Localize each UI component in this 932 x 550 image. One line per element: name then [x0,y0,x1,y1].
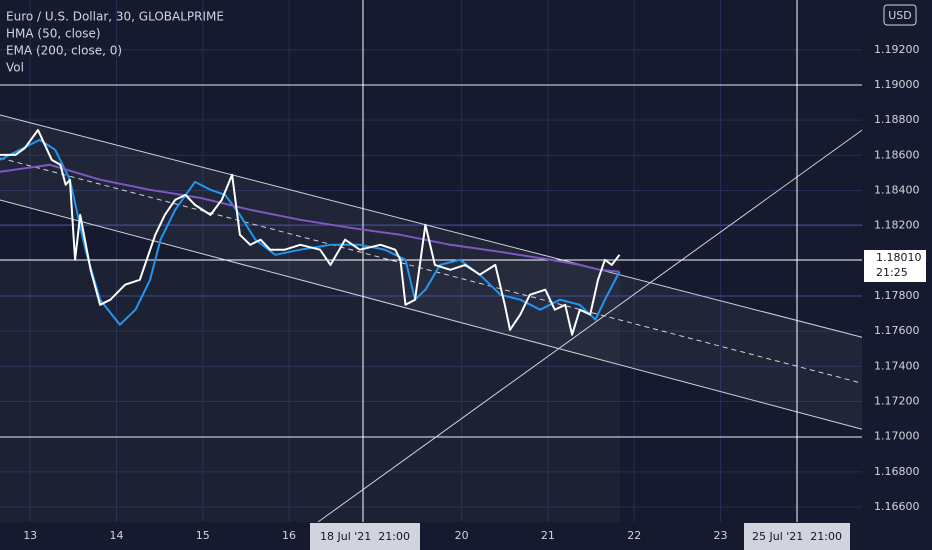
last-price-box [864,250,926,282]
price-line-series [0,129,621,336]
y-tick-label: 1.17600 [874,324,920,337]
currency-box[interactable] [883,4,917,26]
last-price: 1.18010 [876,251,922,264]
crosshair-label-box [310,523,420,550]
x-tick-label: 20 [455,529,469,542]
x-tick-label: 16 [282,529,296,542]
x-tick-label: 23 [713,529,727,542]
y-tick-label: 1.17000 [874,430,920,443]
x-tick-label: 13 [23,529,37,542]
x-tick-label: 15 [196,529,210,542]
y-tick-label: 1.19000 [874,78,920,91]
y-tick-label: 1.17200 [874,395,920,408]
price-line-series [0,163,620,273]
trend-line [317,127,866,523]
crosshair-label: 18 Jul '21 21:00 [320,530,410,543]
y-tick-label: 1.17400 [874,359,920,372]
title: Euro / U.S. Dollar, 30, GLOBALPRIME [6,10,224,24]
y-tick-label: 1.16600 [874,500,920,513]
channel-fill [0,115,865,430]
x-tick-label: 21 [541,529,555,542]
drawings [0,0,866,523]
currency[interactable]: USD [888,9,912,22]
legend-entry: EMA (200, close, 0) [6,44,122,58]
y-tick-label: 1.18800 [874,113,920,126]
axes: 1.16600 1.16800 1.17000 1.17200 1.17400 1.176… [23,43,919,542]
channel-bottom [0,199,866,431]
x-tick-label: 22 [627,529,641,542]
y-tick-label: 1.16800 [874,465,920,478]
crosshair-label-box [744,523,850,550]
crosshair-label: 25 Jul '21 21:00 [752,530,842,543]
legend-entry: Vol [6,61,24,75]
x-tick-label: 14 [109,529,123,542]
y-tick-label: 1.17800 [874,289,920,302]
y-tick-label: 1.18400 [874,183,920,196]
plot [0,129,621,336]
legend-entry: HMA (50, close) [6,27,101,41]
countdown: 21:25 [876,266,908,279]
channel-top [0,114,866,339]
y-tick-label: 1.19200 [874,43,920,56]
y-tick-label: 1.18200 [874,219,920,232]
y-tick-label: 1.18600 [874,148,920,161]
